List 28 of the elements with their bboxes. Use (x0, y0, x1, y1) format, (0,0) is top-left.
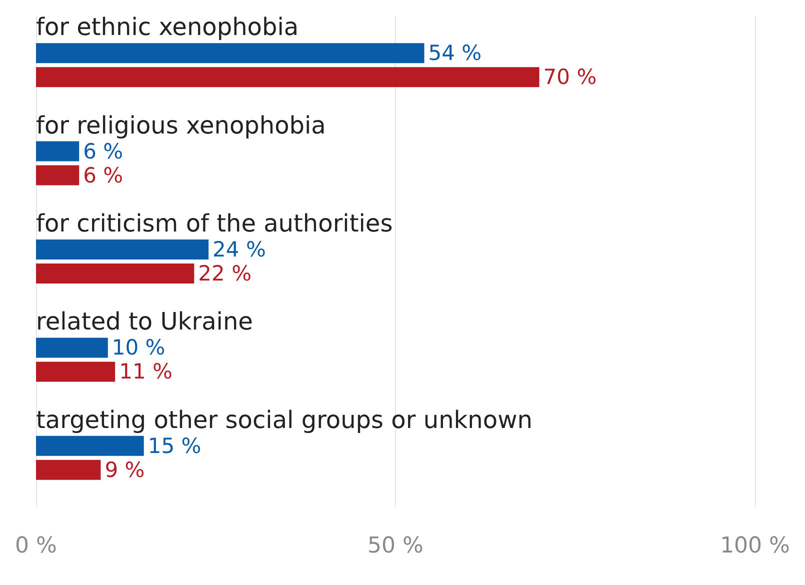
bar (36, 141, 80, 162)
y-tick-label: related to Ukraine (36, 308, 253, 336)
x-tick-label: 0 % (15, 534, 57, 558)
bar (36, 165, 80, 186)
x-tick-label: 50 % (368, 534, 424, 558)
data-label: 6 % (83, 139, 124, 164)
bar (36, 67, 540, 88)
data-label: 11 % (119, 360, 172, 384)
data-label: 70 % (543, 65, 597, 90)
bar (36, 338, 108, 358)
bar (36, 240, 209, 260)
bar (36, 436, 144, 456)
bar (36, 264, 194, 284)
y-tick-label: for criticism of the authorities (36, 210, 393, 238)
data-label: 15 % (148, 434, 202, 458)
bar (36, 362, 116, 382)
bar (36, 460, 101, 480)
y-tick-label: for religious xenophobia (36, 111, 326, 140)
x-tick-label: 100 % (720, 534, 790, 558)
bar (36, 43, 424, 64)
data-label: 6 % (83, 163, 124, 188)
y-tick-label: for ethnic xenophobia (36, 13, 299, 42)
data-label: 22 % (198, 262, 252, 286)
data-label: 54 % (428, 41, 482, 66)
data-label: 24 % (212, 238, 266, 262)
y-tick-label: targeting other social groups or unknown (36, 406, 532, 434)
data-label: 9 % (104, 458, 145, 482)
data-label: 10 % (112, 336, 166, 360)
